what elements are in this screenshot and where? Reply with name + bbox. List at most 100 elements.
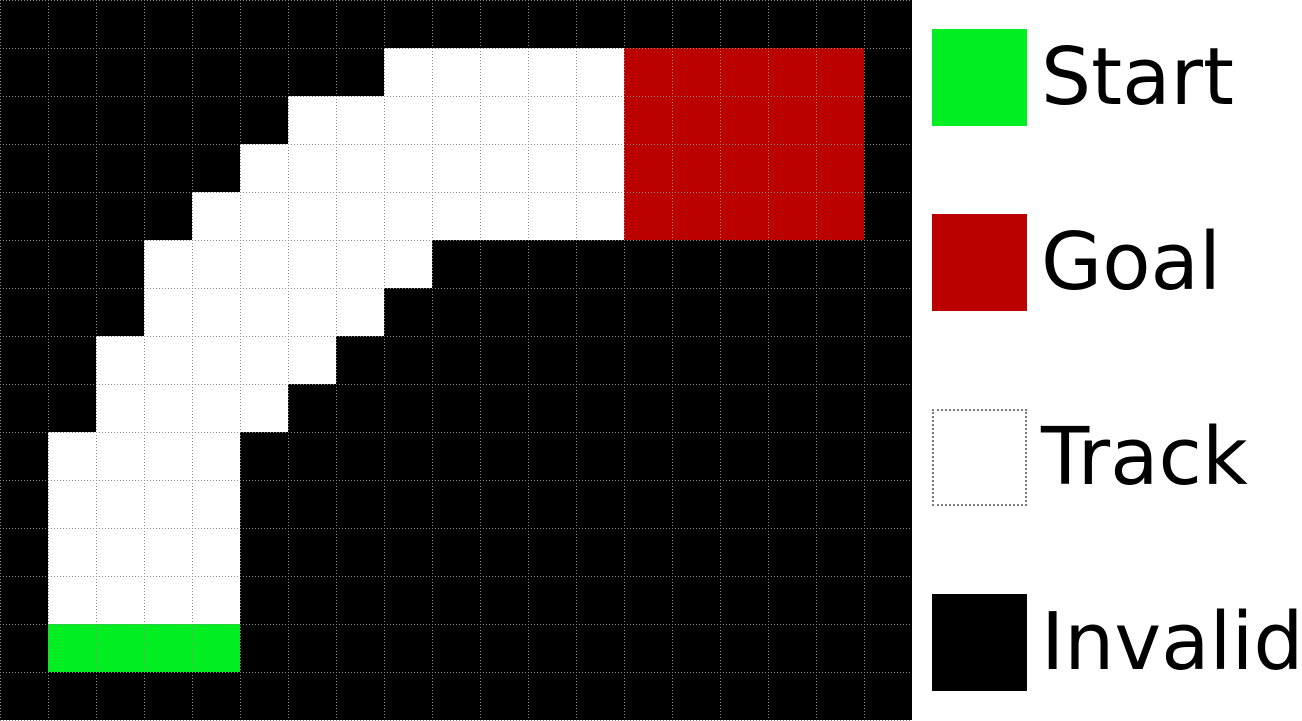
grid-cell-invalid bbox=[816, 672, 864, 720]
grid-cell-invalid bbox=[240, 480, 288, 528]
grid-cell-track bbox=[144, 432, 192, 480]
grid-cell-start bbox=[192, 624, 240, 672]
grid-cell-invalid bbox=[768, 432, 816, 480]
grid-cell-invalid bbox=[0, 240, 48, 288]
grid-cell-invalid bbox=[864, 432, 912, 480]
grid-cell-track bbox=[480, 192, 528, 240]
grid-cell-goal bbox=[624, 96, 672, 144]
grid-cell-goal bbox=[624, 144, 672, 192]
grid-cell-invalid bbox=[816, 432, 864, 480]
grid-cell-invalid bbox=[96, 672, 144, 720]
grid-cell-start bbox=[96, 624, 144, 672]
gridline-vertical bbox=[624, 0, 625, 720]
grid-cell-invalid bbox=[768, 288, 816, 336]
gridline-horizontal bbox=[0, 48, 912, 49]
legend-label-track: Track bbox=[1041, 410, 1248, 503]
grid-cell-track bbox=[96, 336, 144, 384]
grid-cell-invalid bbox=[576, 288, 624, 336]
grid-cell-invalid bbox=[288, 432, 336, 480]
grid-cell-invalid bbox=[48, 240, 96, 288]
grid-cell-track bbox=[144, 528, 192, 576]
grid-cell-invalid bbox=[864, 576, 912, 624]
grid-cell-invalid bbox=[672, 288, 720, 336]
grid-cell-invalid bbox=[480, 624, 528, 672]
grid-cell-invalid bbox=[720, 432, 768, 480]
grid-cell-invalid bbox=[48, 96, 96, 144]
grid-cell-invalid bbox=[672, 624, 720, 672]
grid-cell-track bbox=[240, 384, 288, 432]
grid-cell-track bbox=[192, 240, 240, 288]
grid-cell-invalid bbox=[384, 480, 432, 528]
grid-cell-invalid bbox=[528, 384, 576, 432]
grid-cell-invalid bbox=[480, 288, 528, 336]
grid-cell-invalid bbox=[288, 0, 336, 48]
grid-cell-invalid bbox=[576, 480, 624, 528]
grid-cell-track bbox=[192, 480, 240, 528]
gridline-vertical bbox=[96, 0, 97, 720]
grid-cell-track bbox=[384, 96, 432, 144]
grid-cell-invalid bbox=[672, 336, 720, 384]
grid-cell-invalid bbox=[384, 624, 432, 672]
grid-cell-invalid bbox=[336, 432, 384, 480]
grid-cell-track bbox=[192, 336, 240, 384]
grid-cell-invalid bbox=[48, 336, 96, 384]
grid-cell-invalid bbox=[144, 144, 192, 192]
grid-cell-invalid bbox=[864, 192, 912, 240]
grid-cell-invalid bbox=[384, 528, 432, 576]
gridline-horizontal bbox=[0, 384, 912, 385]
grid-cell-track bbox=[336, 192, 384, 240]
grid-cell-invalid bbox=[528, 288, 576, 336]
grid-cell-invalid bbox=[240, 432, 288, 480]
grid-cell-track bbox=[384, 144, 432, 192]
grid-cell-invalid bbox=[624, 384, 672, 432]
grid-cell-track bbox=[336, 240, 384, 288]
grid-cell-goal bbox=[672, 48, 720, 96]
grid-cell-invalid bbox=[816, 576, 864, 624]
gridline-vertical bbox=[816, 0, 817, 720]
gridline-horizontal bbox=[0, 576, 912, 577]
grid-cell-invalid bbox=[720, 0, 768, 48]
grid-cell-track bbox=[96, 576, 144, 624]
grid-cell-track bbox=[480, 96, 528, 144]
grid-cell-invalid bbox=[576, 528, 624, 576]
grid-cell-invalid bbox=[384, 288, 432, 336]
grid-cell-invalid bbox=[624, 0, 672, 48]
grid-cell-invalid bbox=[48, 48, 96, 96]
gridline-vertical bbox=[144, 0, 145, 720]
grid-cell-track bbox=[288, 240, 336, 288]
grid-cell-invalid bbox=[528, 0, 576, 48]
grid-cell-track bbox=[288, 144, 336, 192]
grid-cell-invalid bbox=[144, 96, 192, 144]
grid-cell-invalid bbox=[288, 480, 336, 528]
grid-cell-invalid bbox=[576, 336, 624, 384]
grid-cell-invalid bbox=[528, 336, 576, 384]
grid-cell-goal bbox=[816, 192, 864, 240]
legend-item-start: Start bbox=[932, 28, 1234, 126]
grid-cell-track bbox=[96, 384, 144, 432]
grid-cell-track bbox=[144, 240, 192, 288]
gridline-horizontal bbox=[0, 672, 912, 673]
grid-cell-goal bbox=[720, 48, 768, 96]
gridline-vertical bbox=[432, 0, 433, 720]
grid-cell-invalid bbox=[864, 336, 912, 384]
grid-cell-invalid bbox=[528, 576, 576, 624]
grid-cell-track bbox=[528, 144, 576, 192]
grid-cell-track bbox=[528, 192, 576, 240]
grid-cell-invalid bbox=[720, 576, 768, 624]
gridline-vertical bbox=[720, 0, 721, 720]
grid-cell-track bbox=[96, 480, 144, 528]
grid-cell-invalid bbox=[528, 432, 576, 480]
grid-cell-goal bbox=[720, 192, 768, 240]
grid-cell-invalid bbox=[0, 528, 48, 576]
grid-cell-track bbox=[192, 288, 240, 336]
grid-cell-invalid bbox=[192, 0, 240, 48]
grid-cell-track bbox=[192, 528, 240, 576]
grid-cell-invalid bbox=[480, 528, 528, 576]
grid-cell-invalid bbox=[720, 480, 768, 528]
grid-cell-invalid bbox=[144, 192, 192, 240]
grid-cell-invalid bbox=[336, 384, 384, 432]
gridline-horizontal bbox=[0, 624, 912, 625]
grid-cell-invalid bbox=[768, 384, 816, 432]
grid-cell-invalid bbox=[0, 624, 48, 672]
grid-cell-invalid bbox=[144, 672, 192, 720]
